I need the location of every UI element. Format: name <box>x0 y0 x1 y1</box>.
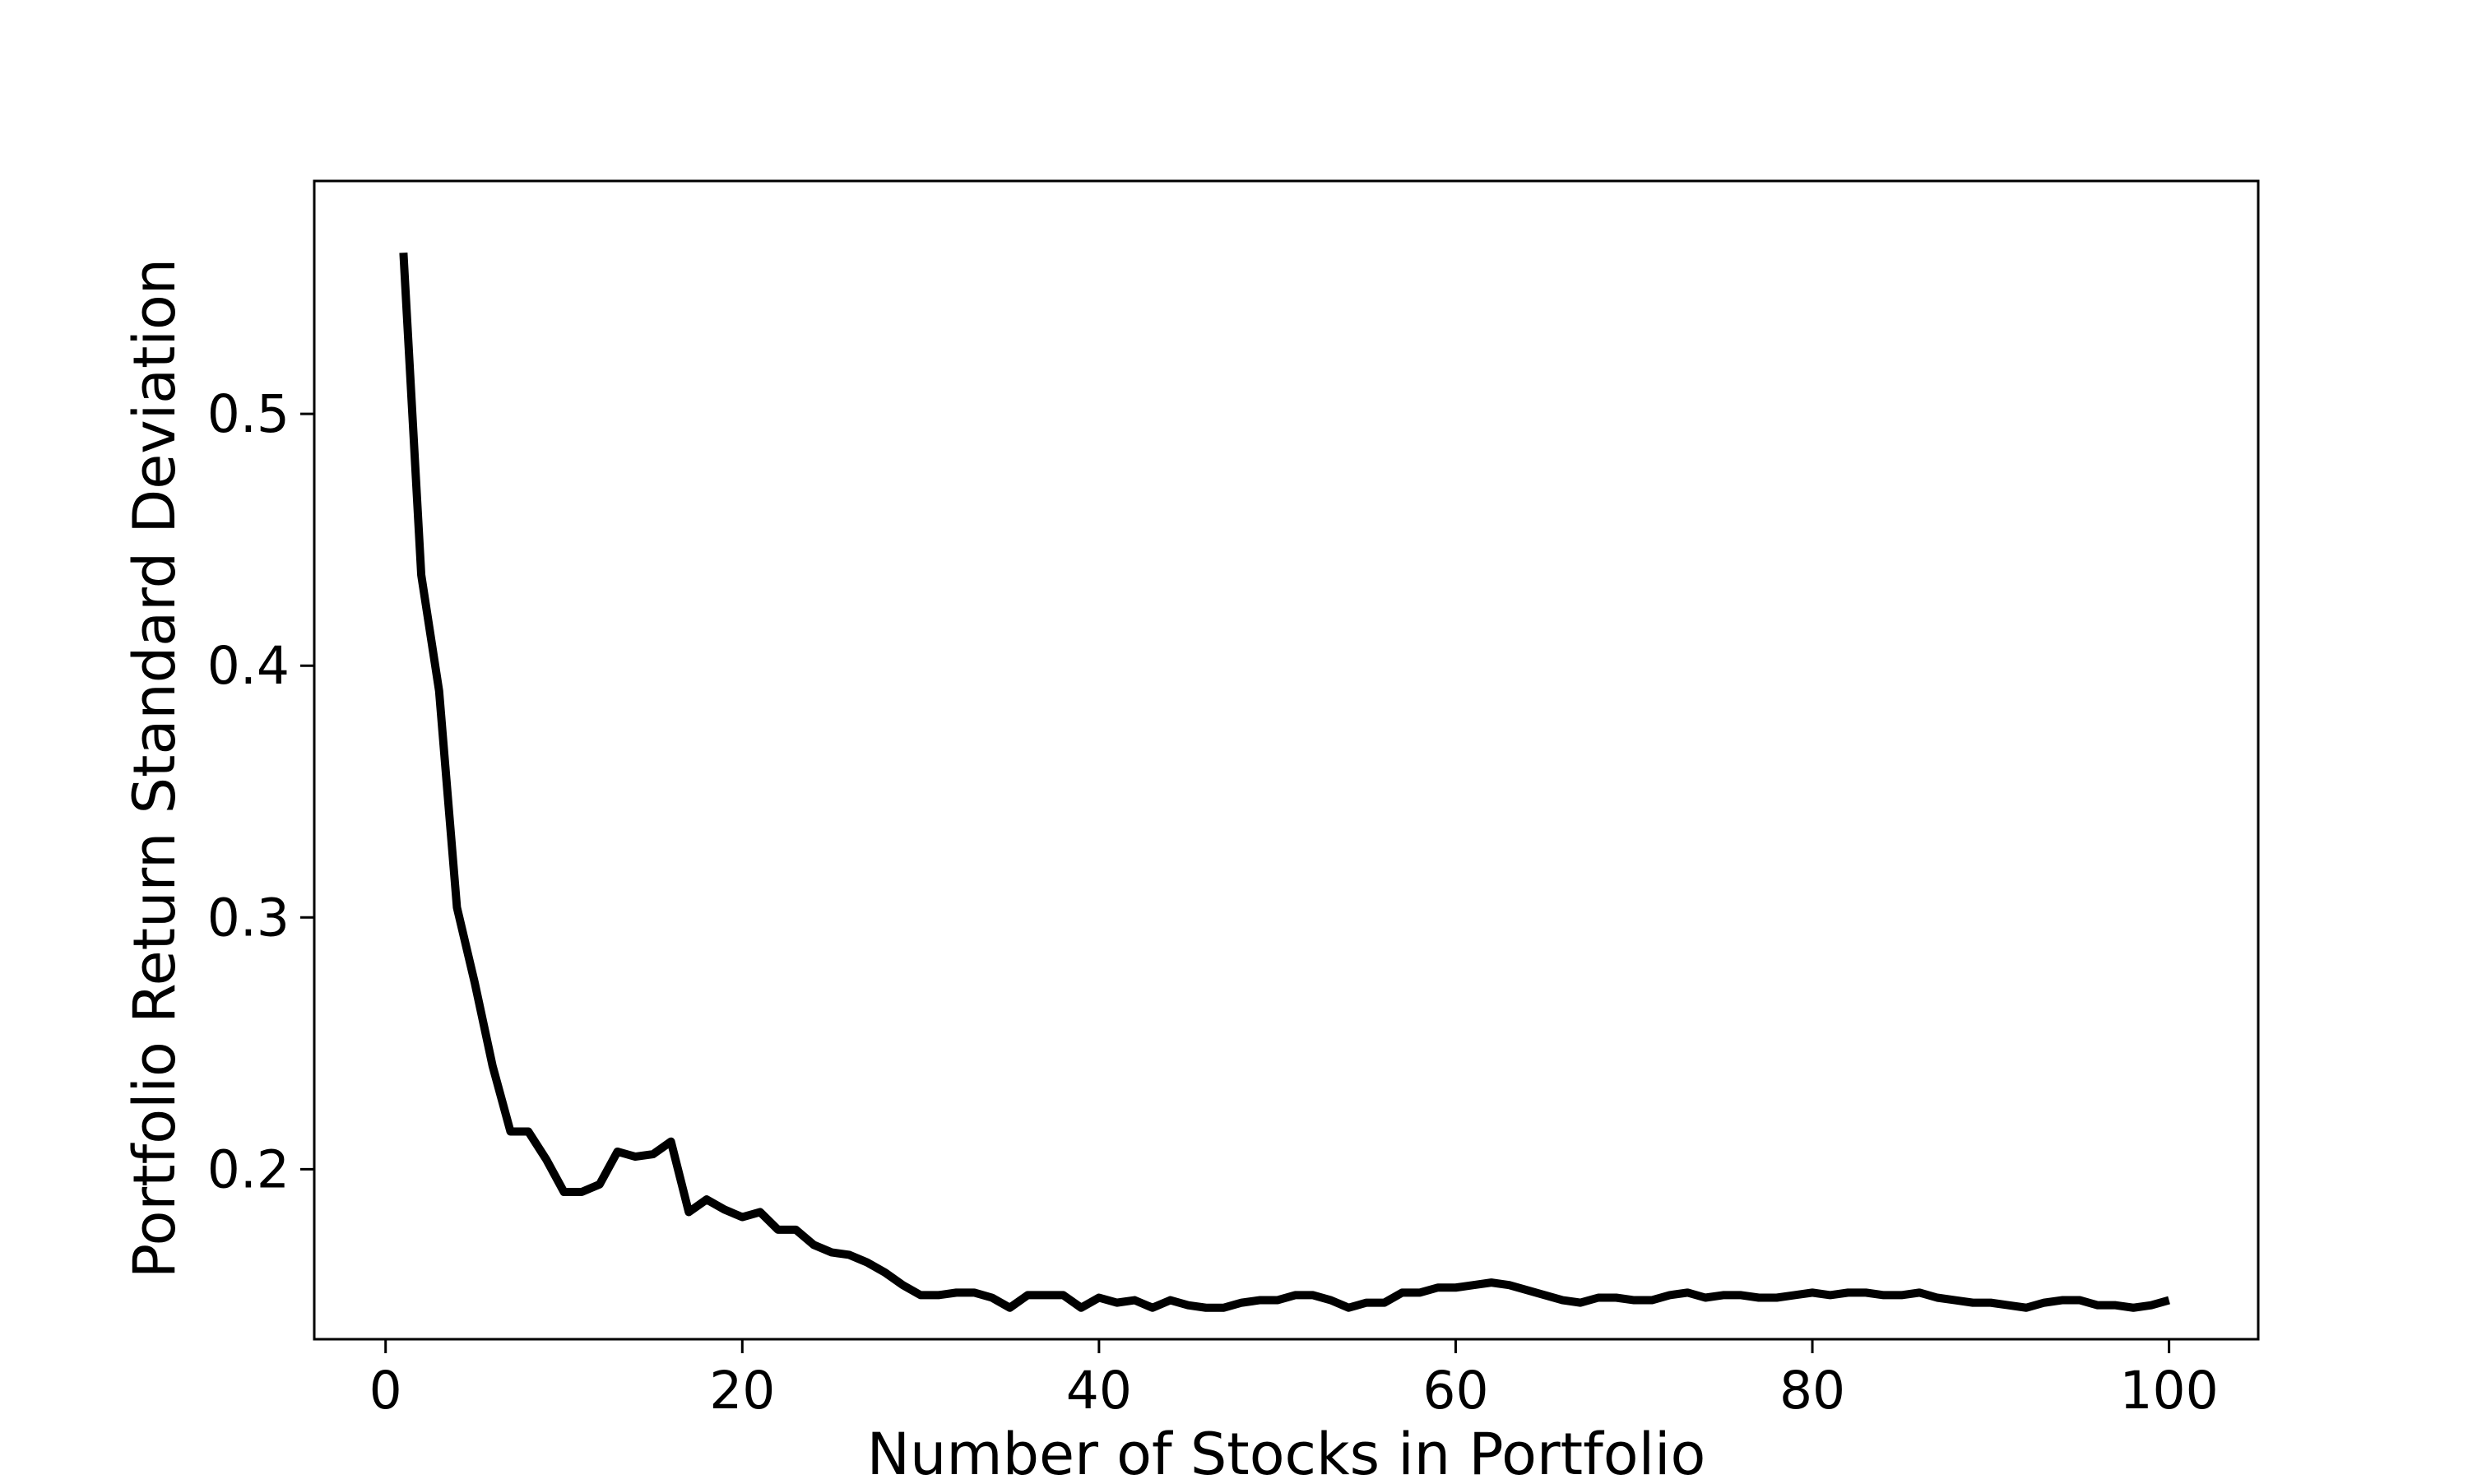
x-tick-label: 40 <box>1066 1361 1132 1421</box>
y-tick-label: 0.5 <box>207 384 290 444</box>
y-tick-label: 0.4 <box>207 636 290 696</box>
x-axis-ticks: 0 20 40 60 80 100 <box>369 1339 2219 1421</box>
y-tick-label: 0.3 <box>207 888 290 948</box>
series-layer <box>399 252 2170 1312</box>
y-axis-label: Portfolio Return Standard Deviation <box>121 258 188 1278</box>
y-tick-label: 0.2 <box>207 1139 290 1199</box>
y-axis-ticks: 0.2 0.3 0.4 0.5 <box>207 384 314 1199</box>
x-tick-label: 80 <box>1779 1361 1845 1421</box>
x-tick-label: 20 <box>709 1361 775 1421</box>
x-tick-label: 60 <box>1422 1361 1488 1421</box>
x-tick-label: 0 <box>369 1361 402 1421</box>
plot-frame <box>313 179 2260 1341</box>
x-axis-label: Number of Stocks in Portfolio <box>867 1421 1706 1481</box>
series-line <box>399 252 2170 1312</box>
x-tick-label: 100 <box>2119 1361 2218 1421</box>
